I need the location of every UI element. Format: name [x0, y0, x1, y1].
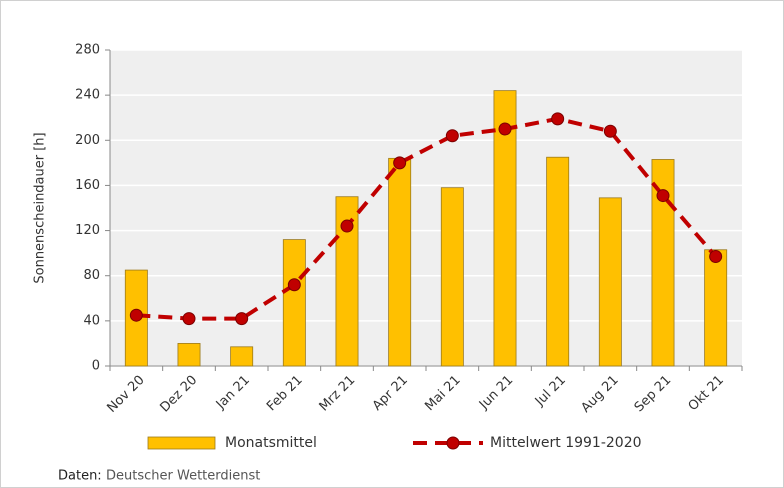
source: Deutscher Wetterdienst: [106, 469, 260, 484]
bar: [493, 90, 517, 367]
point: [656, 189, 670, 203]
y-tick-label: 280: [75, 43, 100, 58]
legend-swatch: [147, 436, 216, 450]
bar: [230, 346, 254, 367]
point: [235, 312, 249, 326]
bar: [388, 157, 412, 367]
y-tick-label: 80: [83, 268, 100, 283]
y-tick-label: 0: [92, 359, 100, 374]
y-tick-label: 120: [75, 223, 100, 238]
point: [551, 112, 565, 126]
point: [393, 156, 407, 170]
legend-label: Monatsmittel: [225, 435, 317, 451]
point: [340, 219, 354, 233]
y-tick-label: 200: [75, 133, 100, 148]
point: [603, 124, 617, 138]
point: [182, 312, 196, 326]
bar: [598, 197, 622, 367]
point: [498, 122, 512, 136]
point: [129, 308, 143, 322]
bar: [651, 159, 675, 367]
y-tick-label: 240: [75, 88, 100, 103]
point: [445, 129, 459, 143]
source-label: Daten:: [58, 469, 102, 484]
line: [136, 116, 718, 321]
y-tick-label: 160: [75, 178, 100, 193]
bar: [335, 196, 359, 367]
bar: [282, 239, 306, 367]
y-axis-label: Sonnenscheindauer [h]: [33, 132, 48, 283]
plot-area: [110, 50, 742, 366]
y-tick-label: 40: [83, 313, 100, 328]
bar: [440, 187, 464, 367]
point: [709, 250, 723, 264]
legend-label: Mittelwert 1991-2020: [490, 435, 642, 451]
bar: [177, 343, 201, 367]
point: [287, 278, 301, 292]
legend-marker: [446, 436, 460, 450]
bar: [704, 249, 728, 367]
bar: [546, 156, 570, 367]
